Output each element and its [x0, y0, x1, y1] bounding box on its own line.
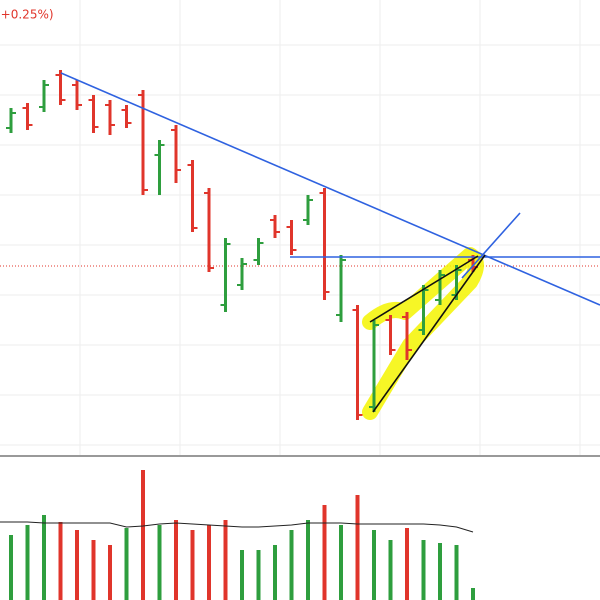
volume-bar: [91, 540, 96, 600]
volume-bar: [388, 540, 393, 600]
volume-bar: [190, 530, 195, 600]
volume-bar: [339, 525, 343, 600]
change-label: (+0.25%): [0, 8, 54, 22]
volume-bar: [421, 540, 426, 600]
volume-bar: [141, 470, 145, 600]
grid: [0, 0, 600, 455]
volume-bar: [471, 588, 475, 600]
marks: [0, 70, 478, 600]
drawings: [60, 72, 600, 413]
volume-bar: [42, 515, 46, 600]
volume-bar: [256, 550, 261, 600]
volume-bar: [405, 528, 409, 600]
volume-bar: [273, 545, 277, 600]
volume-bar: [355, 495, 360, 600]
volume-bar: [75, 530, 79, 600]
volume-bar: [9, 535, 13, 600]
volume-bar: [289, 530, 294, 600]
volume-bar: [124, 528, 129, 600]
volume-bar: [223, 520, 228, 600]
volume-bar: [438, 543, 442, 600]
volume-bar: [454, 545, 459, 600]
volume-bar: [322, 505, 327, 600]
volume-bar: [157, 525, 162, 600]
volume-bar: [372, 530, 376, 600]
volume-bar: [306, 520, 310, 600]
volume-bar: [58, 522, 63, 600]
volume-bar: [207, 525, 211, 600]
volume-bar: [25, 525, 30, 600]
moving-average: [0, 521, 474, 533]
volume-bar: [108, 545, 112, 600]
volume-bar: [174, 520, 178, 600]
volume-bar: [240, 550, 244, 600]
